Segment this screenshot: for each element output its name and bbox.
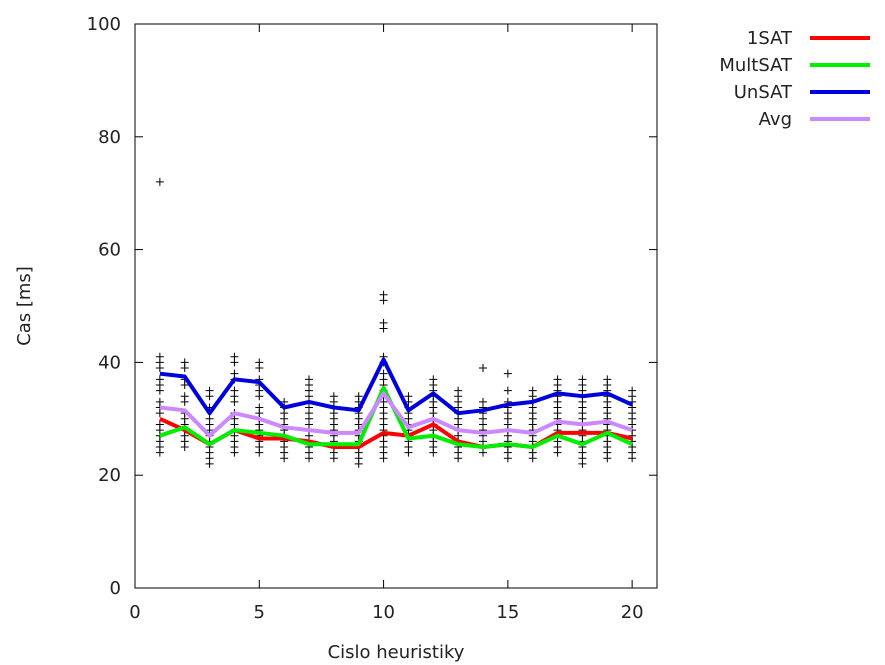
- sample-point: [379, 296, 388, 305]
- sample-point: [180, 364, 189, 373]
- sample-point: [180, 443, 189, 451]
- sample-points: [155, 177, 637, 468]
- y-tick-label: 80: [98, 127, 121, 148]
- legend-label: MultSAT: [719, 55, 793, 76]
- y-tick-label: 100: [87, 14, 121, 35]
- sample-point: [205, 459, 214, 468]
- sample-point: [628, 454, 637, 463]
- sample-point: [454, 454, 463, 463]
- axes: 0 20 40 60 80 100 0 5 10 15 20: [87, 14, 657, 623]
- y-tick-label: 0: [110, 578, 121, 599]
- y-axis-title: Cas [ms]: [14, 266, 35, 346]
- sample-point: [379, 324, 388, 333]
- legend-label: 1SAT: [747, 28, 793, 49]
- sample-point: [255, 448, 264, 457]
- sample-point: [155, 448, 164, 457]
- sample-point: [155, 177, 164, 186]
- sample-point: [255, 364, 264, 373]
- sample-point: [230, 358, 239, 367]
- legend-label: UnSAT: [734, 82, 793, 103]
- sample-point: [255, 392, 264, 401]
- x-axis-title: Cislo heuristiky: [328, 642, 465, 663]
- sample-point: [155, 364, 164, 373]
- sample-point: [404, 448, 413, 457]
- sample-point: [205, 392, 214, 401]
- sample-point: [479, 448, 487, 457]
- legend: 1SAT MultSAT UnSAT Avg: [719, 28, 870, 130]
- series-line-avg: [159, 391, 633, 438]
- legend-label: Avg: [759, 109, 792, 130]
- sample-point: [603, 454, 612, 463]
- sample-point: [230, 448, 239, 457]
- sample-point: [155, 409, 164, 418]
- x-tick-label: 15: [496, 602, 519, 623]
- sample-point: [479, 364, 487, 373]
- sample-point: [503, 369, 512, 378]
- sample-point: [429, 448, 438, 457]
- sample-point: [180, 380, 189, 389]
- sample-point: [329, 454, 338, 463]
- x-tick-label: 0: [129, 602, 140, 623]
- sample-point: [503, 454, 512, 463]
- series-line-unsat: [159, 357, 633, 416]
- x-tick-label: 10: [372, 602, 395, 623]
- y-tick-label: 40: [98, 352, 121, 373]
- x-tick-label: 20: [621, 602, 644, 623]
- sample-point: [528, 454, 537, 463]
- sample-point: [354, 459, 363, 468]
- y-tick-label: 20: [98, 465, 121, 486]
- y-tick-label: 60: [98, 240, 121, 261]
- sample-point: [280, 454, 289, 463]
- sample-point: [578, 459, 587, 468]
- sample-point: [305, 454, 313, 463]
- sample-point: [230, 397, 239, 406]
- sample-point: [553, 448, 562, 457]
- sample-point: [379, 454, 388, 463]
- series-lines: [159, 357, 633, 449]
- x-tick-label: 5: [254, 602, 265, 623]
- sample-point: [503, 386, 512, 395]
- sample-point: [180, 397, 189, 406]
- sample-point: [155, 386, 164, 395]
- plot-frame: [134, 23, 658, 589]
